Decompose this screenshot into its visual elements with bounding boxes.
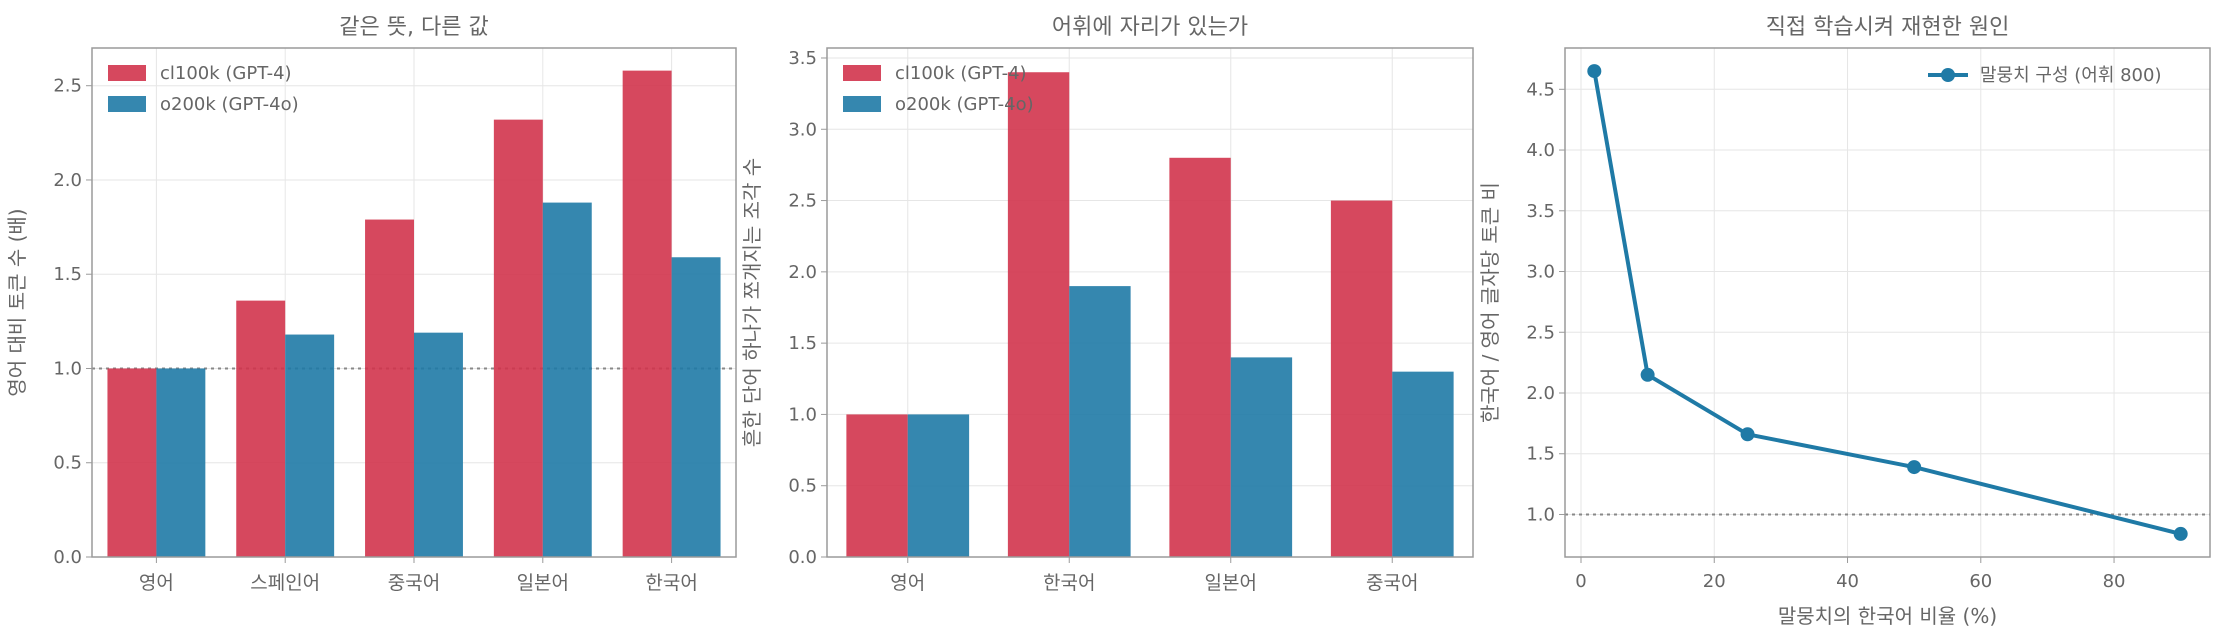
legend-marker xyxy=(1941,68,1955,82)
x-tick-label: 한국어 xyxy=(1043,572,1095,594)
x-tick-label: 60 xyxy=(1969,571,1992,592)
data-point xyxy=(1640,367,1655,382)
y-axis-label: 흔한 단어 하나가 쪼개지는 조각 수 xyxy=(740,158,764,447)
series-line xyxy=(1592,70,2182,536)
bar-cl100k xyxy=(1330,200,1393,557)
bar-o200k xyxy=(671,257,721,557)
x-axis-label: 말뭉치의 한국어 비율 (%) xyxy=(1778,604,1997,628)
y-tick-label: 1.5 xyxy=(788,333,817,354)
data-point xyxy=(1907,460,1922,475)
x-tick-label: 20 xyxy=(1703,571,1726,592)
legend-label: o200k (GPT-4o) xyxy=(160,94,299,115)
chart-panel-2: 어휘에 자리가 있는가 0.0 0.5 1.0 1.5 2.0 2.5 3.0 3.5 흔한 단어… xyxy=(740,15,1474,594)
chart-panel-3: 직접 학습시켜 재현한 원인 1.0 1.5 2.0 2.5 3.0 3.5 4.0 4.5 한국… xyxy=(1478,15,2211,628)
legend-label: 말뭉치 구성 (어휘 800) xyxy=(1980,65,2162,86)
x-tick-label: 영어 xyxy=(890,572,925,594)
legend-swatch xyxy=(843,96,881,112)
axes-frame xyxy=(826,47,1474,558)
bar-o200k xyxy=(414,332,463,557)
x-tick-label: 일본어 xyxy=(1205,572,1257,594)
y-tick-label: 1.0 xyxy=(788,404,817,425)
bar-o200k xyxy=(156,368,206,557)
y-tick-label: 0.5 xyxy=(788,476,817,497)
y-tick-label: 0.5 xyxy=(53,453,82,474)
y-axis-label: 영어 대비 토큰 수 (배) xyxy=(5,208,29,396)
bar-cl100k xyxy=(622,70,672,557)
y-tick-label: 2.5 xyxy=(788,191,817,212)
y-tick-label: 2.5 xyxy=(53,76,82,97)
x-tick-label: 일본어 xyxy=(517,572,569,594)
bar-cl100k xyxy=(846,414,908,557)
data-point xyxy=(1740,427,1755,442)
y-tick-label: 3.5 xyxy=(1526,201,1555,222)
y-axis-label: 한국어 / 영어 글자당 토큰 비 xyxy=(1478,182,1502,423)
legend-swatch xyxy=(843,65,881,81)
y-tick-label: 2.5 xyxy=(1526,322,1555,343)
bar-o200k xyxy=(1230,357,1293,557)
bar-o200k xyxy=(542,202,592,557)
x-tick-label: 한국어 xyxy=(645,572,697,594)
legend-label: o200k (GPT-4o) xyxy=(895,94,1034,115)
bar-o200k xyxy=(1392,371,1454,557)
bar-cl100k xyxy=(1007,72,1070,557)
y-tick-label: 1.5 xyxy=(53,264,82,285)
bar-o200k xyxy=(1069,286,1131,557)
x-tick-label: 0 xyxy=(1575,571,1586,592)
legend-swatch xyxy=(108,96,146,112)
x-tick-label: 40 xyxy=(1836,571,1859,592)
y-tick-label: 0.0 xyxy=(53,547,82,568)
y-tick-label: 1.0 xyxy=(1526,504,1555,525)
y-tick-label: 0.0 xyxy=(788,547,817,568)
x-tick-label: 영어 xyxy=(139,572,174,594)
chart-title: 같은 뜻, 다른 값 xyxy=(339,15,488,40)
y-tick-label: 4.5 xyxy=(1526,79,1555,100)
bar-o200k xyxy=(285,334,335,557)
bar-cl100k xyxy=(107,368,157,557)
y-tick-label: 4.0 xyxy=(1526,140,1555,161)
y-tick-label: 2.0 xyxy=(1526,383,1555,404)
bar-cl100k xyxy=(236,300,286,557)
data-point xyxy=(1587,64,1602,79)
axes-frame xyxy=(91,47,737,558)
legend-swatch xyxy=(108,65,146,81)
y-tick-label: 2.0 xyxy=(53,170,82,191)
bar-cl100k xyxy=(493,119,543,558)
x-tick-label: 중국어 xyxy=(1366,572,1418,594)
legend-label: cl100k (GPT-4) xyxy=(160,63,292,84)
x-tick-label: 중국어 xyxy=(388,572,440,594)
bar-cl100k xyxy=(365,219,414,557)
y-tick-label: 2.0 xyxy=(788,262,817,283)
data-point xyxy=(2173,526,2188,541)
axes-frame xyxy=(1564,47,2211,558)
chart-title: 직접 학습시켜 재현한 원인 xyxy=(1766,15,2010,40)
y-tick-label: 3.0 xyxy=(1526,262,1555,283)
y-tick-label: 1.0 xyxy=(53,358,82,379)
y-tick-label: 3.5 xyxy=(788,48,817,69)
y-tick-label: 3.0 xyxy=(788,119,817,140)
legend-label: cl100k (GPT-4) xyxy=(895,63,1027,84)
chart-panel-1: 같은 뜻, 다른 값 0.0 0.5 1.0 1.5 2.0 2.5 영어 대비 토큰 수 (… xyxy=(5,15,737,594)
bar-o200k xyxy=(907,414,970,557)
bar-cl100k xyxy=(1169,157,1231,558)
y-tick-label: 1.5 xyxy=(1526,444,1555,465)
chart-title: 어휘에 자리가 있는가 xyxy=(1052,15,1248,40)
x-tick-label: 스페인어 xyxy=(250,572,320,594)
x-tick-label: 80 xyxy=(2103,571,2126,592)
